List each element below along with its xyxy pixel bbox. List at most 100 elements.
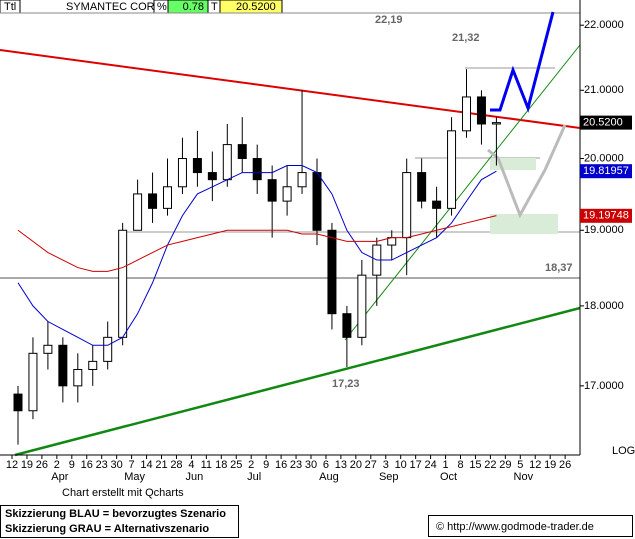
scale-label: LOG (612, 445, 635, 457)
candle-body (207, 172, 217, 181)
candle-body (417, 172, 427, 202)
x-tick-label: 23 (290, 459, 302, 471)
x-tick-label: 5 (517, 459, 523, 471)
x-tick-label: 17 (410, 459, 422, 471)
y-tick-label: 22.0000 (584, 19, 624, 31)
x-tick-label: 4 (188, 459, 194, 471)
value-box (580, 164, 632, 179)
x-tick-label: 22 (484, 459, 496, 471)
candle-body (402, 172, 412, 239)
candle-body (312, 172, 322, 231)
x-tick-label: 19 (544, 459, 556, 471)
x-tick-label: 28 (170, 459, 182, 471)
x-tick-label: 29 (499, 459, 511, 471)
x-tick-label: 23 (96, 459, 108, 471)
annotation: 18,37 (545, 262, 573, 274)
value-box (580, 115, 632, 130)
candle-body (476, 96, 486, 125)
x-tick-label: 18 (215, 459, 227, 471)
month-label: Sep (379, 471, 399, 483)
resistance-line (0, 49, 581, 129)
y-tick-label: 18.0000 (584, 300, 624, 312)
x-tick-label: 19 (21, 459, 33, 471)
trend-line (344, 44, 581, 341)
x-tick-label: 6 (323, 459, 329, 471)
x-tick-label: 16 (275, 459, 287, 471)
candle-body (177, 158, 187, 188)
candle-body (297, 172, 307, 188)
month-label: Jul (247, 471, 261, 483)
value-box-label: 20.5200 (583, 117, 623, 129)
support-line (14, 306, 581, 457)
x-tick-label: 30 (305, 459, 317, 471)
candle-body (267, 179, 277, 202)
x-tick-label: 20 (350, 459, 362, 471)
candle-body (148, 193, 158, 209)
x-tick-label: 12 (529, 459, 541, 471)
candle-body (88, 360, 98, 370)
candle-body (237, 144, 247, 160)
gray-scenario (487, 124, 567, 219)
candle-body (491, 122, 501, 125)
candle-body (118, 229, 128, 338)
candle-body (73, 368, 83, 387)
candle-body (133, 193, 143, 231)
x-tick-label: 12 (6, 459, 18, 471)
candle-body (447, 130, 457, 209)
x-tick-label: 21 (155, 459, 167, 471)
candle-body (43, 344, 53, 354)
month-label: May (124, 471, 145, 483)
last-price: 20.5200 (236, 1, 276, 13)
y-tick-label: 19.0000 (584, 224, 624, 236)
symbol: Ttl (4, 1, 16, 13)
candle-body (192, 158, 202, 174)
legend-box (0, 505, 239, 538)
candle-body (327, 229, 337, 315)
candle-body (432, 200, 442, 209)
x-tick-label: 26 (559, 459, 571, 471)
candle-body (28, 352, 38, 412)
annotation: 21,32 (452, 32, 480, 44)
candle-body (13, 393, 23, 412)
pct-label: % (157, 1, 167, 13)
x-tick-label: 7 (129, 459, 135, 471)
moving-average (17, 215, 497, 272)
month-label: Nov (514, 471, 534, 483)
annotation: 17,23 (332, 378, 360, 390)
x-tick-label: 11 (201, 459, 212, 471)
candle-body (357, 274, 367, 338)
x-tick-label: 14 (140, 459, 152, 471)
candle-body (103, 336, 113, 362)
x-tick-label: 26 (36, 459, 48, 471)
candle-body (58, 344, 68, 387)
x-tick-label: 25 (230, 459, 242, 471)
pct-value: 0.78 (183, 1, 204, 13)
x-tick-label: 10 (395, 459, 407, 471)
candle-body (163, 186, 172, 209)
month-label: Aug (319, 471, 339, 483)
x-tick-label: 2 (248, 459, 254, 471)
value-box (580, 208, 632, 223)
x-tick-label: 27 (365, 459, 377, 471)
candle-body (342, 313, 352, 338)
credit: Chart erstellt mit Qcharts (62, 487, 184, 499)
y-tick-label: 17.0000 (584, 380, 624, 392)
candle-body (282, 186, 292, 202)
candle-body (252, 158, 262, 181)
annotation: 22,19 (375, 14, 403, 26)
copyright-box (428, 515, 633, 537)
moving-average (17, 165, 497, 346)
x-tick-label: 30 (111, 459, 123, 471)
value-box-label: 19.81957 (583, 165, 629, 177)
month-label: Oct (440, 471, 457, 483)
copyright: © http://www.godmode-trader.de (436, 521, 594, 533)
month-label: Apr (51, 471, 68, 483)
blue-scenario (490, 11, 555, 113)
target-zone (490, 214, 558, 234)
candle-body (462, 96, 471, 132)
x-tick-label: 1 (442, 459, 448, 471)
x-tick-label: 3 (383, 459, 389, 471)
legend-blue: Skizzierung BLAU = bevorzugtes Szenario (5, 508, 226, 520)
x-tick-label: 9 (69, 459, 75, 471)
